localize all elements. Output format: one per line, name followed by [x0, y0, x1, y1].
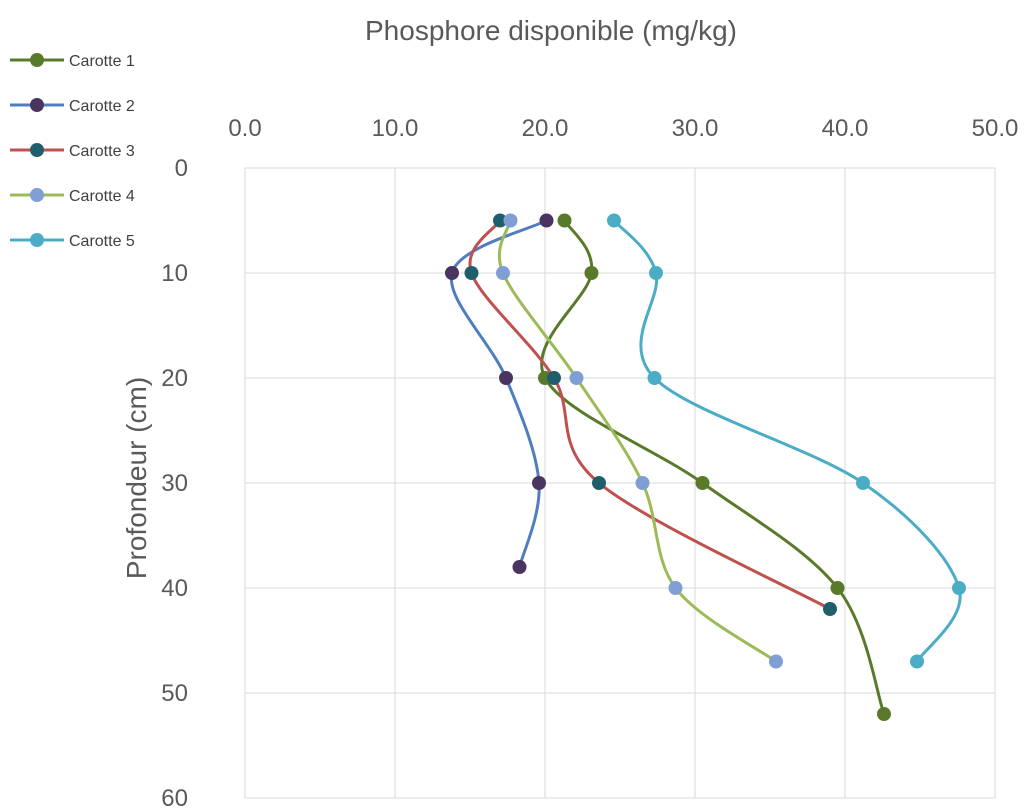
series-3 — [464, 213, 837, 616]
data-point — [493, 213, 507, 228]
legend-marker — [30, 233, 44, 247]
legend-marker — [30, 53, 44, 67]
data-point — [503, 213, 518, 228]
series-line — [612, 219, 962, 663]
legend-item: Carotte 3 — [10, 143, 135, 160]
legend-item: Carotte 4 — [10, 188, 135, 205]
legend-label: Carotte 4 — [69, 188, 135, 205]
y-axis-title: Profondeur (cm) — [121, 377, 152, 579]
data-point — [464, 266, 479, 280]
data-point — [547, 371, 561, 385]
grid — [244, 167, 996, 799]
y-tick-label: 50 — [161, 680, 188, 707]
chart-title: Phosphore disponible (mg/kg) — [365, 15, 737, 46]
x-tick-label: 30.0 — [672, 115, 719, 142]
data-point — [557, 213, 572, 228]
data-point — [856, 476, 870, 490]
legend-label: Carotte 5 — [69, 233, 135, 250]
series-line — [497, 219, 778, 663]
data-point — [830, 581, 845, 595]
data-point — [512, 560, 527, 574]
data-point — [823, 602, 837, 616]
x-tick-label: 50.0 — [972, 115, 1019, 142]
legend-marker — [30, 188, 44, 202]
data-point — [952, 581, 966, 595]
data-point — [635, 476, 650, 490]
y-tick-label: 30 — [161, 470, 188, 497]
legend-label: Carotte 3 — [69, 143, 135, 160]
y-tick-label: 20 — [161, 365, 188, 392]
data-point — [877, 707, 891, 721]
y-tick-label: 40 — [161, 575, 188, 602]
data-point — [569, 371, 584, 385]
data-point — [769, 654, 783, 669]
data-point — [445, 266, 459, 280]
data-point — [539, 213, 554, 228]
legend-label: Carotte 2 — [69, 98, 135, 115]
legend-item: Carotte 2 — [10, 98, 135, 115]
x-tick-label: 10.0 — [372, 115, 419, 142]
data-point — [499, 371, 513, 385]
legend-marker — [30, 143, 44, 157]
legend-marker — [30, 98, 44, 112]
data-point — [910, 654, 924, 669]
data-point — [584, 266, 599, 280]
legend-item: Carotte 1 — [10, 53, 135, 70]
legend-item: Carotte 5 — [10, 233, 135, 250]
plot-area — [244, 167, 996, 799]
x-tick-label: 20.0 — [522, 115, 569, 142]
series-1 — [538, 213, 891, 721]
data-point — [695, 476, 710, 490]
x-axis-ticks: 0.0 10.0 20.0 30.0 40.0 50.0 — [228, 115, 1018, 142]
x-tick-label: 40.0 — [822, 115, 869, 142]
legend-label: Carotte 1 — [69, 53, 135, 70]
data-point — [496, 266, 510, 280]
data-point — [607, 213, 621, 228]
y-axis-ticks: 0 10 20 30 40 50 60 — [161, 155, 188, 812]
series-5 — [607, 213, 966, 669]
data-point — [532, 476, 546, 490]
legend: Carotte 1 Carotte 2 Carotte 3 Carotte 4 Caro… — [10, 53, 135, 250]
data-point — [592, 476, 606, 490]
data-point — [649, 266, 663, 280]
data-point — [668, 581, 683, 595]
y-tick-label: 10 — [161, 260, 188, 287]
series-4 — [496, 213, 783, 669]
data-point — [647, 371, 662, 385]
x-tick-label: 0.0 — [228, 115, 261, 142]
y-tick-label: 60 — [161, 785, 188, 812]
y-tick-label: 0 — [175, 155, 188, 182]
series-layer — [445, 213, 966, 721]
